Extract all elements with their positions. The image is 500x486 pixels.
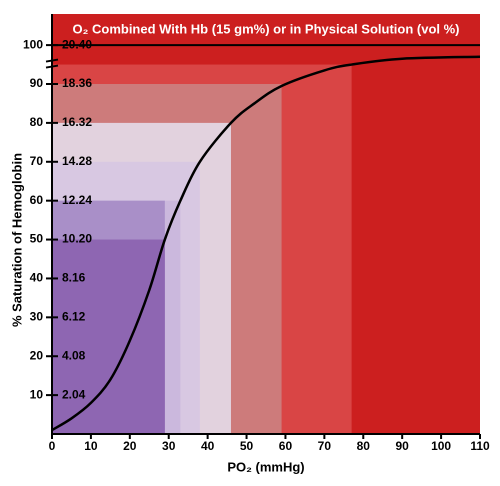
y-tick-label: 60 (30, 193, 44, 207)
x-tick-label: 90 (396, 439, 410, 453)
y2-tick-label: 12.24 (62, 193, 92, 207)
y2-tick-label: 20.40 (62, 37, 92, 51)
y-tick-label: 10 (30, 387, 44, 401)
y-tick-label: 70 (30, 154, 44, 168)
x-axis-label: PO₂ (mmHg) (227, 459, 304, 474)
x-tick-label: 110 (470, 439, 490, 453)
y-tick-label: 100 (23, 37, 43, 51)
x-tick-label: 30 (162, 439, 176, 453)
y2-tick-label: 16.32 (62, 115, 92, 129)
x-tick-label: 80 (357, 439, 371, 453)
region (52, 239, 165, 434)
y-tick-label: 50 (30, 232, 44, 246)
y-axis-label: % Saturation of Hemoglobin (9, 153, 24, 327)
x-tick-label: 40 (201, 439, 215, 453)
y2-tick-label: 14.28 (62, 154, 92, 168)
axis-break (45, 58, 59, 63)
y2-tick-label: 6.12 (62, 310, 86, 324)
x-tick-label: 50 (240, 439, 254, 453)
y2-tick-label: 2.04 (62, 387, 86, 401)
y2-tick-label: 4.08 (62, 348, 86, 362)
chart-title: O₂ Combined With Hb (15 gm%) or in Physi… (72, 21, 459, 36)
y-tick-label: 80 (30, 115, 44, 129)
x-tick-label: 20 (123, 439, 137, 453)
y2-tick-label: 8.16 (62, 271, 86, 285)
x-tick-label: 10 (84, 439, 98, 453)
axis-break (45, 64, 59, 69)
y-tick-label: 30 (30, 310, 44, 324)
y2-tick-label: 10.20 (62, 232, 92, 246)
x-tick-label: 60 (279, 439, 293, 453)
x-tick-label: 0 (49, 439, 56, 453)
x-tick-label: 100 (431, 439, 451, 453)
y-tick-label: 90 (30, 76, 44, 90)
y2-tick-label: 18.36 (62, 76, 92, 90)
y-tick-label: 40 (30, 271, 44, 285)
curve (51, 55, 481, 432)
x-tick-label: 70 (318, 439, 332, 453)
y-tick-label: 20 (30, 348, 44, 362)
